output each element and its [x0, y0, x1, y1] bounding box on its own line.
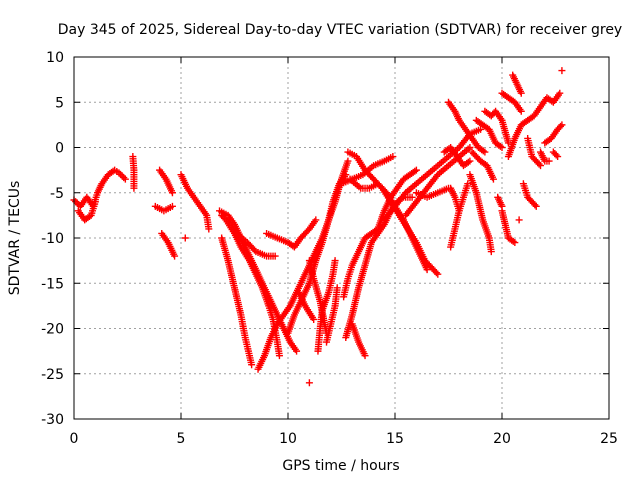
data-point	[498, 144, 506, 151]
data-point	[535, 160, 543, 168]
data-point	[487, 248, 495, 256]
data-points	[70, 67, 566, 387]
data-point	[511, 239, 519, 247]
x-axis-label: GPS time / hours	[282, 458, 399, 474]
data-point	[250, 246, 258, 254]
data-point	[509, 237, 517, 245]
data-point	[205, 225, 213, 233]
data-point	[515, 216, 523, 224]
data-point	[556, 122, 564, 130]
data-point	[293, 347, 301, 355]
data-point	[118, 172, 126, 180]
data-point	[464, 158, 472, 166]
data-point	[168, 202, 176, 210]
y-tick-label: -20	[41, 322, 64, 338]
data-point	[434, 270, 442, 278]
data-point	[275, 352, 283, 360]
data-point	[558, 121, 566, 129]
data-point	[423, 266, 431, 274]
chart-title: Day 345 of 2025, Sidereal Day-to-day VTE…	[58, 22, 622, 38]
data-point	[331, 257, 339, 265]
y-tick-label: -30	[41, 412, 64, 428]
data-point	[130, 184, 138, 192]
y-tick-label: 10	[46, 50, 64, 66]
data-point	[411, 167, 419, 175]
data-point	[464, 180, 472, 188]
data-point	[479, 147, 487, 155]
data-point	[344, 157, 352, 165]
data-point	[496, 142, 504, 150]
data-point	[171, 252, 179, 260]
data-point	[361, 352, 369, 360]
x-tick-label: 15	[386, 431, 404, 447]
data-point	[120, 174, 128, 182]
data-point	[432, 269, 440, 277]
data-point	[545, 157, 553, 165]
data-point	[532, 202, 540, 210]
data-point	[91, 198, 99, 206]
data-point	[531, 201, 539, 209]
data-point	[121, 175, 129, 183]
y-tick-label: -15	[41, 276, 64, 292]
data-point	[517, 89, 525, 97]
data-point	[117, 170, 125, 178]
data-point	[489, 175, 497, 183]
data-point	[537, 162, 545, 170]
data-point	[271, 252, 279, 260]
data-point	[556, 89, 564, 97]
data-point	[517, 107, 525, 115]
data-point	[412, 166, 420, 174]
x-tick-labels: 0 5 10 15 20 25	[70, 431, 618, 447]
grid-lines	[74, 57, 609, 419]
y-tick-label: 5	[55, 95, 64, 111]
data-point	[115, 169, 123, 177]
x-tick-label: 0	[70, 431, 79, 447]
data-point	[466, 157, 474, 165]
x-tick-label: 10	[279, 431, 297, 447]
data-point	[248, 361, 256, 369]
x-tick-label: 20	[493, 431, 511, 447]
data-point	[558, 67, 566, 75]
plot-frame	[73, 56, 610, 420]
data-point	[481, 148, 489, 156]
data-point	[389, 153, 397, 161]
data-point	[310, 315, 318, 323]
y-tick-label: -10	[41, 231, 64, 247]
data-point	[408, 193, 416, 201]
data-point	[342, 171, 350, 179]
data-point	[312, 216, 320, 224]
y-tick-label: -5	[50, 186, 64, 202]
data-point	[455, 207, 463, 215]
y-axis-label: SDTVAR / TECUs	[7, 181, 23, 296]
data-point	[466, 144, 474, 151]
data-point	[554, 153, 562, 161]
data-point	[552, 151, 560, 159]
y-tick-label: -25	[41, 367, 64, 383]
data-point	[168, 189, 176, 197]
y-tick-label: 0	[55, 141, 64, 157]
y-tick-labels: -30 -25 -20 -15 -10 -5 0 5 10	[41, 50, 64, 428]
x-tick-label: 25	[600, 431, 618, 447]
data-point	[305, 379, 313, 387]
x-tick-label: 5	[177, 431, 186, 447]
data-point	[72, 198, 80, 206]
data-point	[181, 234, 189, 242]
data-point	[333, 284, 341, 292]
